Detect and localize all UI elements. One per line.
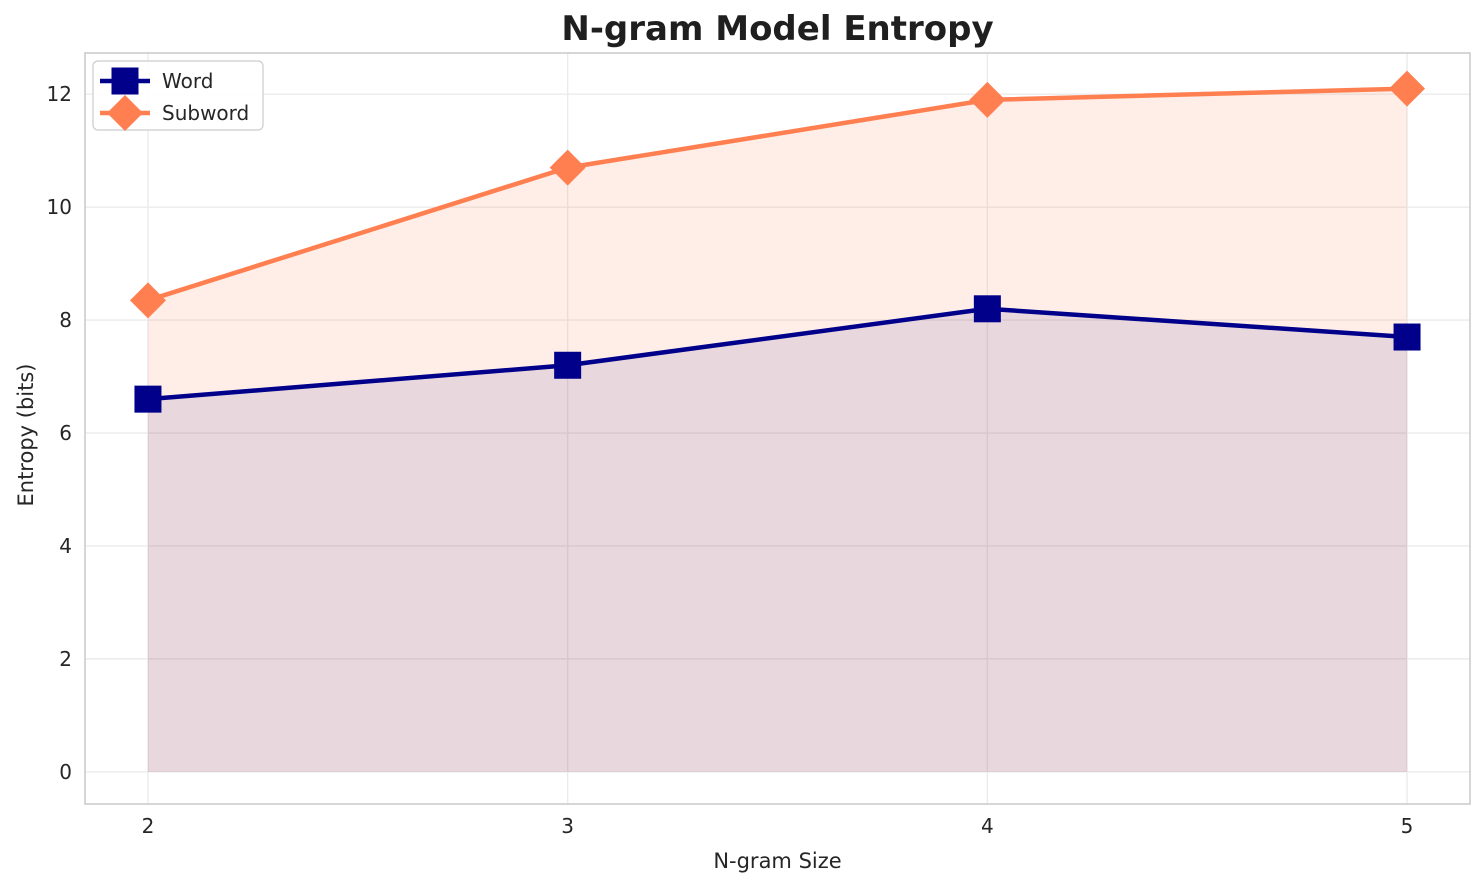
y-tick-label-8: 8: [59, 308, 72, 332]
x-tick-label-2: 2: [142, 814, 155, 838]
subword-diamond-icon: [107, 95, 143, 131]
legend-item-subword: Subword: [100, 95, 249, 131]
x-tick-label-3: 3: [561, 814, 574, 838]
subword-marker: [1389, 70, 1426, 107]
plot-border: [84, 52, 1471, 805]
subword-line: [147, 86, 1408, 303]
y-tick-label-12: 12: [47, 82, 72, 106]
subword-area-fill: [147, 88, 1408, 772]
y-tick-label-10: 10: [47, 195, 72, 219]
y-tick-label-6: 6: [59, 421, 72, 445]
legend-label-subword: Subword: [162, 101, 249, 125]
word-marker: [973, 295, 1001, 323]
tick-layer: 0 2 4 6 8 10 12 2 3 4 5: [47, 82, 1414, 838]
word-square-icon: [111, 67, 139, 95]
subword-marker: [549, 149, 586, 186]
x-axis-label: N-gram Size: [713, 849, 841, 873]
legend: Word Subword: [92, 60, 264, 131]
chart-title: N-gram Model Entropy: [561, 9, 993, 49]
y-tick-label-2: 2: [59, 647, 72, 671]
line-layer: [147, 86, 1408, 402]
marker-layer: [129, 70, 1426, 413]
subword-marker: [969, 81, 1006, 118]
y-axis-label: Entropy (bits): [14, 364, 38, 507]
word-marker: [554, 351, 582, 379]
word-area-fill: [147, 308, 1408, 772]
word-line: [147, 306, 1408, 402]
grid-layer: [85, 53, 1470, 804]
word-marker: [1393, 323, 1421, 351]
subword-marker: [129, 282, 166, 319]
legend-item-word: Word: [100, 67, 213, 95]
y-tick-label-4: 4: [59, 534, 72, 558]
x-tick-label-4: 4: [981, 814, 994, 838]
x-tick-label-5: 5: [1401, 814, 1414, 838]
y-tick-label-0: 0: [59, 760, 72, 784]
word-marker: [134, 385, 162, 413]
area-layer: [147, 88, 1408, 772]
legend-label-word: Word: [162, 69, 213, 93]
